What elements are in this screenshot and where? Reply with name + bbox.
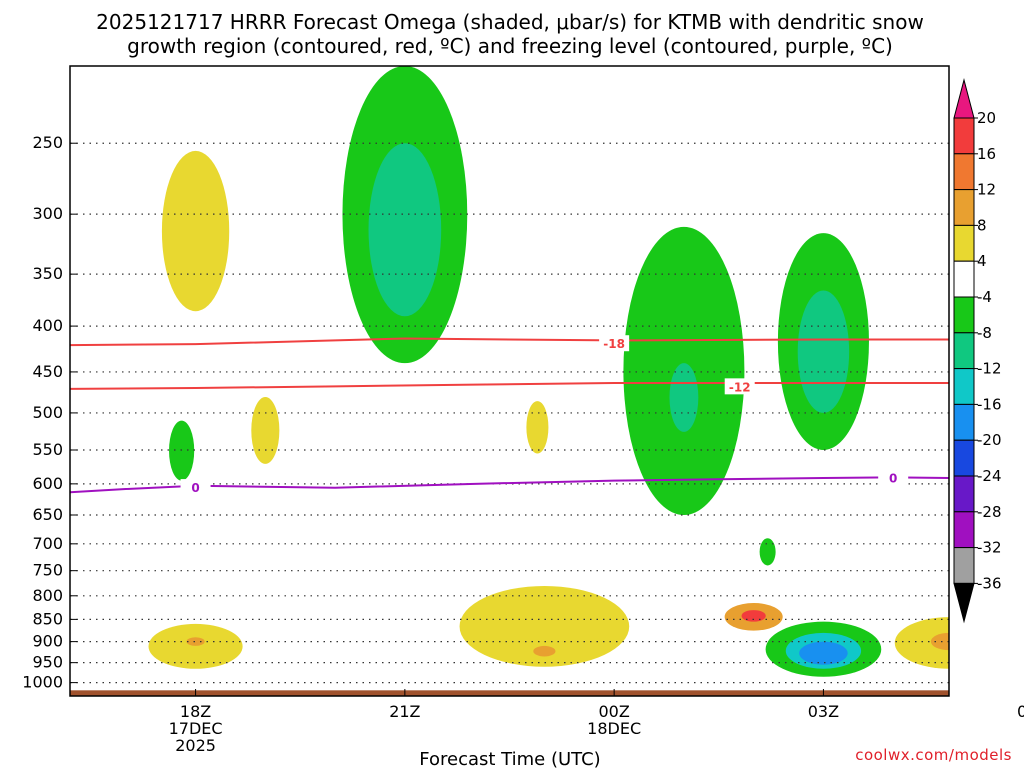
colorbar-label-12: -32: [977, 539, 1002, 557]
y-tick-label-900: 900: [32, 632, 63, 651]
colorbar-band-6: [953, 296, 975, 334]
colorbar-band-9: [953, 403, 975, 441]
y-axis-pressure-ticks: 250 300 350 400 450 500 550 600 650 700 750 800 850 9…: [22, 133, 77, 692]
omega-shade-region-3: [169, 420, 195, 481]
y-tick-label-650: 650: [32, 505, 63, 524]
omega-shade-region-19: [741, 610, 766, 622]
omega-shade-region-24: [930, 632, 949, 651]
x-tick-label-0-0: 18Z: [180, 702, 211, 721]
omega-shade-region-23: [894, 617, 949, 669]
x-axis-label: Forecast Time (UTC): [419, 749, 600, 768]
omega-shade-region-4: [251, 397, 280, 464]
contour-label-bg-0-0: [599, 335, 630, 352]
omega-shade-region-9: [797, 290, 850, 413]
x-tick-label-0-1: 17DEC: [169, 719, 223, 738]
omega-shade-region-22: [799, 641, 848, 665]
x-tick-label-4-0: 06Z: [1017, 702, 1024, 721]
x-tick-label-2-1: 18DEC: [587, 719, 641, 738]
omega-shade-region-0: [161, 150, 230, 312]
colorbar-band-1: [953, 117, 975, 155]
y-tick-label-700: 700: [32, 534, 63, 553]
colorbar-label-8: -16: [977, 395, 1002, 413]
x-tick-label-2-0: 00Z: [598, 702, 629, 721]
colorbar-band-12: [953, 511, 975, 549]
colorbar-label-7: -12: [977, 360, 1002, 378]
colorbar-label-6: -8: [977, 324, 992, 342]
colorbar-label-3: 8: [977, 216, 987, 234]
colorbar-band-5: [953, 260, 975, 298]
colorbar-band-7: [953, 332, 975, 370]
y-tick-label-950: 950: [32, 653, 63, 672]
omega-shade-region-12: [759, 538, 776, 566]
colorbar-bottom-arrow: [953, 582, 975, 624]
colorbar-label-11: -28: [977, 503, 1002, 521]
chart-title-line-2: growth region (contoured, red, ºC) and f…: [127, 34, 893, 58]
y-tick-label-450: 450: [32, 362, 63, 381]
y-tick-label-350: 350: [32, 264, 63, 283]
plot-frame: [69, 65, 950, 697]
contour-label-0-0: -18: [603, 337, 625, 351]
contour-label-bg-2-0: [180, 479, 211, 496]
y-tick-label-750: 750: [32, 561, 63, 580]
chart-title-line-1: 2025121717 HRRR Forecast Omega (shaded, …: [96, 10, 924, 34]
colorbar-band-11: [953, 475, 975, 513]
contour-line-2: [70, 476, 949, 494]
surface-band: [70, 690, 949, 696]
omega-shade-region-13: [1004, 500, 1024, 571]
colorbar-band-3: [953, 189, 975, 226]
omega-shade-region-2: [368, 143, 442, 317]
colorbar-label-0: 20: [977, 109, 996, 127]
x-tick-label-3-0: 03Z: [808, 702, 839, 721]
colorbar-band-2: [953, 153, 975, 191]
y-tick-label-800: 800: [32, 586, 63, 605]
colorbar-label-13: -36: [977, 574, 1002, 592]
colorbar-band-8: [953, 368, 975, 405]
contour-line-1: [70, 382, 949, 390]
contour-label-2-1: 0: [889, 471, 897, 485]
omega-shade-region-17: [533, 645, 556, 657]
omega-shading: [148, 66, 1024, 677]
contour-label-2-0: 0: [191, 481, 199, 495]
contour-label-1-0: -12: [729, 380, 751, 394]
omega-shade-region-15: [186, 637, 205, 646]
y-tick-label-300: 300: [32, 204, 63, 223]
y-tick-label-1000: 1000: [22, 673, 63, 692]
colorbar-top-arrow: [953, 78, 975, 119]
colorbar-label-9: -20: [977, 431, 1002, 449]
contour-label-bg-1-0: [724, 378, 755, 395]
colorbar-label-4: 4: [977, 252, 987, 270]
contour-line-0: [70, 337, 949, 347]
y-tick-label-500: 500: [32, 403, 63, 422]
omega-shade-region-26: [997, 635, 1024, 669]
omega-shade-region-5: [526, 401, 549, 454]
colorbar-band-4: [953, 224, 975, 262]
x-tick-label-1-0: 21Z: [389, 702, 420, 721]
omega-shade-region-11: [1007, 251, 1024, 372]
surface-terrain-band: [70, 690, 949, 696]
x-axis-time-ticks: 18Z17DEC202521Z00Z18DEC03Z06Z09Z: [169, 689, 1024, 755]
colorbar-label-1: 16: [977, 145, 996, 163]
credit-text: coolwx.com/models: [855, 746, 1012, 764]
colorbar-band-10: [953, 439, 975, 477]
y-tick-label-850: 850: [32, 609, 63, 628]
y-tick-label-400: 400: [32, 316, 63, 335]
omega-shade-region-7: [669, 363, 699, 432]
colorbar-label-5: -4: [977, 288, 992, 306]
colorbar-label-10: -24: [977, 467, 1002, 485]
omega-shade-region-16: [459, 585, 630, 667]
omega-shade-region-14: [148, 623, 243, 669]
omega-shade-region-27: [1013, 644, 1024, 663]
y-tick-label-550: 550: [32, 440, 63, 459]
colorbar-label-2: 12: [977, 181, 996, 199]
omega-colorbar: 20 16 12 8 4 -4 -8 -12 -16 -20 -24 -28 -32 -36: [953, 78, 1002, 624]
x-tick-label-0-2: 2025: [175, 736, 216, 755]
y-tick-label-250: 250: [32, 133, 63, 152]
y-tick-label-600: 600: [32, 474, 63, 493]
contour-label-bg-2-1: [878, 469, 909, 486]
colorbar-band-13: [953, 547, 975, 584]
omega-shade-region-25: [975, 622, 1024, 677]
